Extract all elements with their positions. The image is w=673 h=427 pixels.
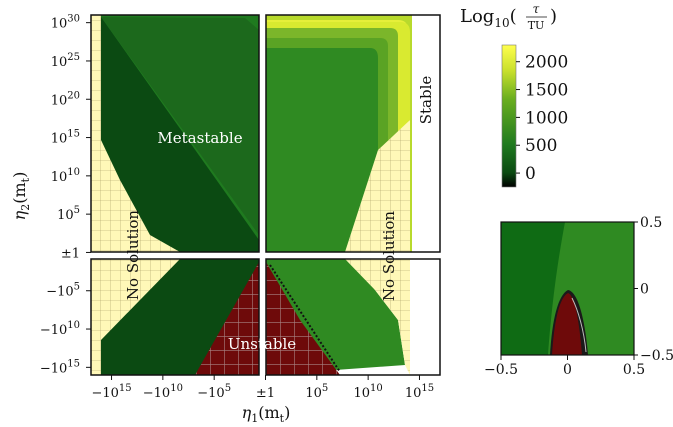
y-tick-label: 1010 — [51, 167, 80, 185]
colorbar-title: Log10( — [460, 6, 517, 30]
y-tick-label: −1010 — [40, 320, 80, 338]
quadrant-bottom-left — [91, 259, 259, 375]
inset-y-tick-label: 0 — [640, 282, 649, 298]
quadrant-top-left — [91, 15, 259, 252]
main-plot-area: Metastable Stable No Solution No Solutio… — [90, 14, 441, 376]
colorbar-title-denominator: TU — [528, 19, 545, 32]
inset-x-tick-label: 0.5 — [623, 362, 645, 378]
x-tick-label: 105 — [305, 383, 328, 401]
colorbar-gradient — [501, 44, 517, 188]
x-tick-label: −105 — [197, 383, 231, 401]
frame-top-right — [265, 14, 441, 253]
y-tick-label: ±1 — [61, 246, 80, 261]
y-tick-label: 1020 — [51, 90, 80, 108]
region-label-unstable: Unstable — [228, 335, 296, 353]
region-label-metastable: Metastable — [157, 129, 242, 147]
y-tick-label: 1015 — [51, 129, 80, 147]
colorbar-tick-label: 1500 — [525, 81, 568, 101]
y-tick-label: 1025 — [51, 52, 80, 70]
y-tick-label: 1030 — [51, 14, 80, 32]
colorbar-tick-label: 1000 — [525, 108, 568, 128]
x-tick-label: −1015 — [91, 383, 131, 401]
y-axis-label: η2(mt) — [10, 172, 32, 221]
x-tick-label: 1015 — [405, 383, 434, 401]
x-axis-label: η1(mt) — [242, 403, 291, 425]
inset-x-tick-label: 0 — [563, 362, 572, 378]
colorbar-tick-label: 500 — [525, 136, 557, 156]
y-tick-label: 105 — [57, 205, 80, 223]
frame-bottom-left — [90, 258, 260, 376]
region-label-stable: Stable — [417, 76, 435, 125]
colorbar-tick-label: 0 — [525, 164, 536, 184]
inset-plot: −0.5 0 0.5 0.5 0 −0.5 — [484, 215, 673, 378]
colorbar-ticks: 0 500 1000 1500 2000 — [516, 53, 568, 184]
colorbar: Log10( τ TU ) 0 500 1000 1500 2000 — [460, 2, 568, 188]
x-tick-label: 1010 — [354, 383, 383, 401]
main-ticks: −1015 −1010 −105 ±1 105 1010 1015 1030 1025 1020 1… — [40, 14, 434, 401]
colorbar-tick-label: 2000 — [525, 53, 568, 73]
inset-y-tick-label: −0.5 — [640, 348, 673, 364]
colorbar-title-numerator: τ — [533, 2, 540, 16]
x-tick-label: −1010 — [143, 383, 183, 401]
region-label-no-solution-left: No Solution — [124, 210, 142, 301]
inset-x-tick-label: −0.5 — [484, 362, 518, 378]
frame-top-left — [90, 14, 260, 253]
frame-bottom-right — [265, 258, 441, 376]
quadrant-bottom-right — [266, 259, 440, 375]
inset-ticks: −0.5 0 0.5 0.5 0 −0.5 — [484, 215, 673, 378]
quadrant-top-right — [266, 15, 440, 252]
colorbar-title-close: ) — [550, 6, 557, 27]
y-tick-label: −1015 — [40, 358, 80, 376]
x-tick-label: ±1 — [256, 386, 275, 401]
y-tick-label: −105 — [46, 282, 80, 300]
region-label-no-solution-right: No Solution — [380, 211, 398, 302]
inset-y-tick-label: 0.5 — [640, 215, 662, 231]
